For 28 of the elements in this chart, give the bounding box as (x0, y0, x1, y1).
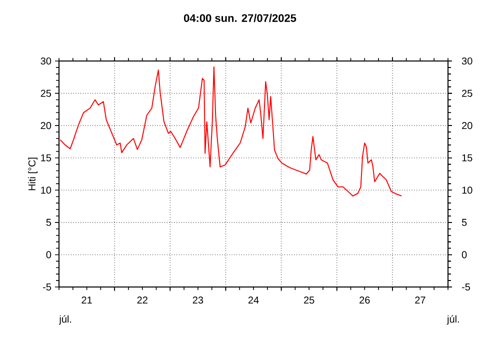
y-tick-label: 0 (46, 251, 52, 258)
y-tick-label: -5 (43, 284, 52, 290)
y2-tick-label: 5 (462, 218, 467, 226)
y2-tick-label: 20 (462, 122, 472, 130)
text: júl. (446, 315, 459, 325)
y2-tick-label: -5 (462, 284, 470, 290)
y2-tick-label: 30 (462, 57, 472, 65)
y-tick-label: 30 (40, 57, 52, 65)
x-tick-label: 24 (248, 296, 259, 304)
chart-title: 04:00 sun. 27/07/2025 (184, 14, 296, 22)
y-tick-label: 25 (40, 90, 52, 97)
x-tick-label: 22 (137, 296, 148, 304)
x-tick-label: 21 (82, 296, 92, 304)
y2-tick-label: 25 (462, 90, 472, 97)
y-tick-label: 5 (46, 218, 52, 226)
x-tick-label: 25 (304, 296, 314, 304)
y-axis-title: Hiti [°C] (28, 158, 38, 190)
y-tick-label: 15 (41, 154, 52, 162)
y-tick-label: 20 (40, 122, 52, 130)
x-tick-label: 23 (192, 296, 204, 304)
x-tick-label: 26 (360, 296, 370, 304)
y2-tick-label: 0 (462, 251, 467, 258)
y2-tick-label: 15 (462, 154, 472, 162)
y2-tick-label: 10 (462, 186, 472, 194)
text: júl. (58, 315, 72, 325)
line-series (60, 66, 402, 196)
x-tick-label: 27 (415, 296, 426, 304)
y-tick-label: 10 (41, 186, 52, 194)
